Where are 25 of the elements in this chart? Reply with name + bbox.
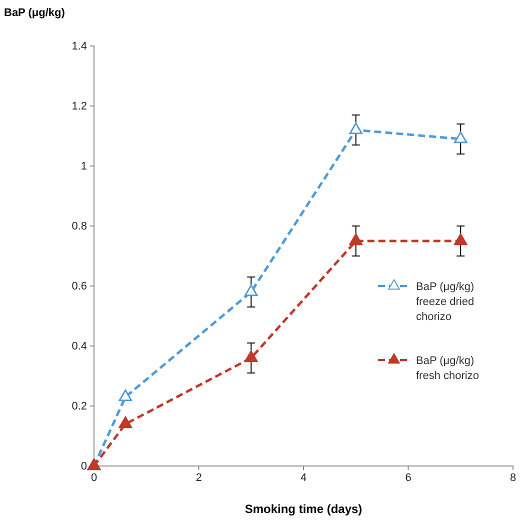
y-tick-label: 0.2	[72, 400, 87, 413]
point	[349, 233, 363, 246]
point	[118, 389, 132, 402]
x-tick-label: 4	[300, 472, 307, 484]
y-tick-label: 1	[80, 160, 87, 173]
point	[244, 350, 258, 362]
point	[349, 122, 363, 134]
x-tick-label: 0	[90, 472, 98, 484]
x-axis-title: Smoking time (days)	[244, 502, 362, 516]
x-tick-label: 6	[405, 472, 412, 484]
y-axis-title: BaP (μg/kg)	[4, 7, 66, 19]
legend-label: BaP (μg/kg) fresh chorizo	[416, 355, 479, 382]
point	[454, 131, 468, 144]
y-tick-label: 0.8	[72, 220, 87, 233]
point	[118, 416, 132, 428]
y-tick-label: 1.2	[72, 100, 87, 113]
y-tick-label: 0	[80, 460, 87, 473]
y-tick-label: 0.4	[72, 340, 87, 353]
x-tick-label: 8	[510, 472, 516, 484]
point	[244, 284, 258, 296]
point	[454, 233, 468, 246]
legend-label: BaP (μg/kg) freeze dried chorizo	[416, 281, 474, 323]
x-tick-label: 2	[196, 472, 202, 484]
y-tick-label: 0.6	[72, 280, 87, 293]
y-tick-label: 1.4	[72, 40, 87, 53]
